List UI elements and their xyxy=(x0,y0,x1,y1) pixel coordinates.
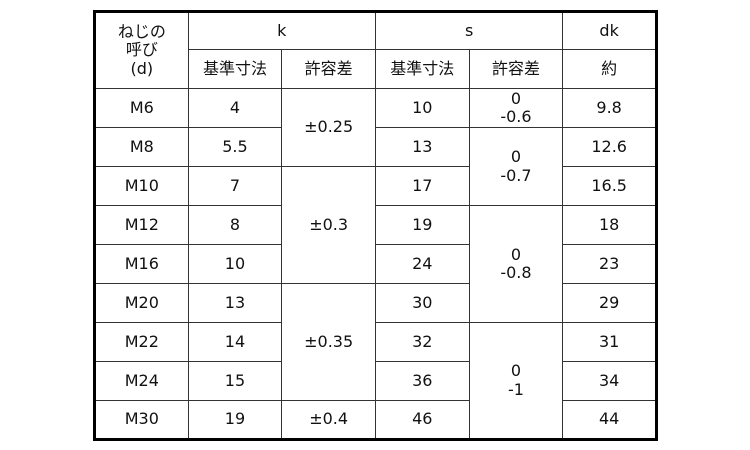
s-cell: 17 xyxy=(374,166,470,206)
k-basic-header: 基準寸法 xyxy=(187,49,283,89)
s-cell: 36 xyxy=(374,361,470,401)
k-cell: 4 xyxy=(187,88,283,128)
thread-cell: M8 xyxy=(94,127,189,167)
k-tolerance-cell: ±0.25 xyxy=(281,88,376,167)
table-row: M16 10 24 23 xyxy=(94,244,657,284)
upper: 0 xyxy=(510,147,522,167)
s-cell: 24 xyxy=(374,244,470,284)
s-tolerance-cell: 0 -1 xyxy=(468,322,564,440)
table-row: M30 19 ±0.4 46 44 xyxy=(94,400,657,440)
thread-cell: M10 xyxy=(94,166,189,206)
s-cell: 19 xyxy=(374,205,470,245)
upper: 0 xyxy=(510,361,522,381)
k-cell: 7 xyxy=(187,166,283,206)
table-row: M24 15 36 34 xyxy=(94,361,657,401)
table-row: M20 13 ±0.35 30 29 xyxy=(94,283,657,401)
dk-cell: 31 xyxy=(562,322,657,362)
dk-cell: 12.6 xyxy=(562,127,657,167)
dk-cell: 9.8 xyxy=(562,88,657,128)
k-cell: 5.5 xyxy=(187,127,283,167)
table-row: M8 5.5 13 0 -0.7 12.6 xyxy=(94,127,657,206)
thread-cell: M12 xyxy=(94,205,189,245)
dk-header: dk xyxy=(562,11,657,50)
table-row: M22 14 32 0 -1 31 xyxy=(94,322,657,440)
lower: -0.8 xyxy=(500,263,532,282)
k-tolerance-header: 許容差 xyxy=(281,49,376,89)
dk-cell: 44 xyxy=(562,400,657,440)
k-cell: 19 xyxy=(187,400,283,440)
s-cell: 30 xyxy=(374,283,470,323)
s-tolerance-cell: 0 -0.8 xyxy=(468,205,564,323)
thread-cell: M30 xyxy=(94,400,189,440)
s-tolerance-cell: 0 -0.6 xyxy=(468,88,564,128)
thread-cell: M16 xyxy=(94,244,189,284)
upper: 0 xyxy=(510,244,522,264)
lower: -1 xyxy=(507,379,524,399)
k-cell: 15 xyxy=(187,361,283,401)
table-row: M12 8 19 0 -0.8 18 xyxy=(94,205,657,323)
lower: -0.7 xyxy=(500,165,532,185)
k-header: k xyxy=(187,11,376,50)
lower: -0.6 xyxy=(500,107,532,126)
s-tolerance-cell: 0 -0.7 xyxy=(468,127,564,206)
table-row: M10 7 ±0.3 17 16.5 xyxy=(94,166,657,284)
k-cell: 10 xyxy=(187,244,283,284)
dk-cell: 16.5 xyxy=(562,166,657,206)
dk-cell: 29 xyxy=(562,283,657,323)
s-cell: 13 xyxy=(374,127,470,167)
dk-approx-header: 約 xyxy=(562,49,657,89)
k-tolerance-cell: ±0.4 xyxy=(281,400,376,440)
header-line: ねじの xyxy=(117,21,166,41)
dimension-table: ねじの 呼び (d) k s dk 基準寸法 許容差 基準寸法 許容差 約 M6… xyxy=(93,10,658,441)
s-basic-header: 基準寸法 xyxy=(374,49,470,89)
s-tolerance-header: 許容差 xyxy=(468,49,564,89)
thread-cell: M6 xyxy=(94,88,189,128)
dk-cell: 34 xyxy=(562,361,657,401)
k-tolerance-cell: ±0.35 xyxy=(281,283,376,401)
header-line: (d) xyxy=(130,58,154,78)
s-cell: 32 xyxy=(374,322,470,362)
k-cell: 13 xyxy=(187,283,283,323)
s-cell: 46 xyxy=(374,400,470,440)
upper: 0 xyxy=(510,88,522,108)
thread-cell: M20 xyxy=(94,283,189,323)
thread-size-header: ねじの 呼び (d) xyxy=(94,11,189,89)
s-header: s xyxy=(374,11,564,50)
k-tolerance-cell: ±0.3 xyxy=(281,166,376,284)
dk-cell: 18 xyxy=(562,205,657,245)
header-line: 呼び xyxy=(125,40,158,60)
table-row: M6 4 ±0.25 10 0 -0.6 9.8 xyxy=(94,88,657,167)
s-cell: 10 xyxy=(374,88,470,128)
thread-cell: M24 xyxy=(94,361,189,401)
k-cell: 14 xyxy=(187,322,283,362)
dk-cell: 23 xyxy=(562,244,657,284)
k-cell: 8 xyxy=(187,205,283,245)
thread-cell: M22 xyxy=(94,322,189,362)
